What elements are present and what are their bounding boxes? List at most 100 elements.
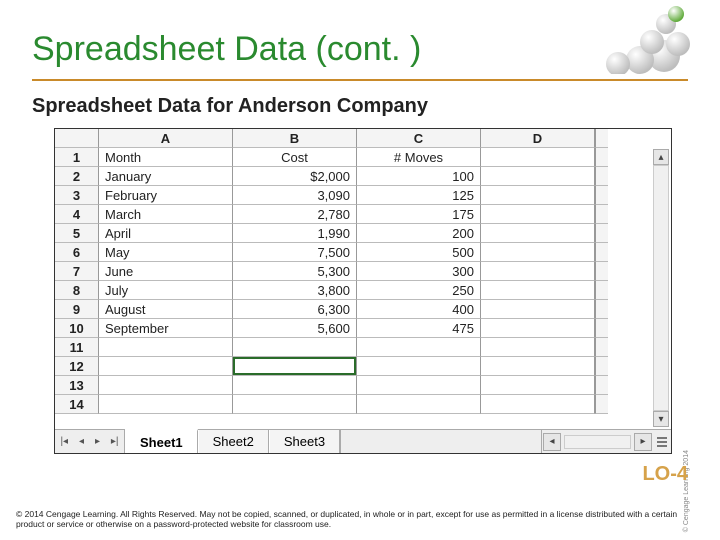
row-header[interactable]: 11	[55, 338, 99, 357]
row-header[interactable]: 12	[55, 357, 99, 376]
row-edge	[595, 395, 608, 414]
tab-last-icon: ▸|	[111, 436, 119, 447]
cell[interactable]: 175	[357, 205, 481, 224]
sheet-tab-sheet3[interactable]: Sheet3	[269, 430, 340, 453]
row-edge	[595, 281, 608, 300]
cell[interactable]	[357, 395, 481, 414]
row-header[interactable]: 4	[55, 205, 99, 224]
cell[interactable]: 1,990	[233, 224, 357, 243]
cell[interactable]: Month	[99, 148, 233, 167]
active-cell-selection[interactable]	[233, 357, 356, 375]
row-header[interactable]: 10	[55, 319, 99, 338]
row-header[interactable]: 2	[55, 167, 99, 186]
cell[interactable]	[481, 243, 595, 262]
scroll-up-button[interactable]: ▴	[653, 149, 669, 165]
corner-cell[interactable]	[55, 129, 99, 148]
cell[interactable]: 400	[357, 300, 481, 319]
cell[interactable]: 125	[357, 186, 481, 205]
cell[interactable]	[481, 224, 595, 243]
cell[interactable]: 500	[357, 243, 481, 262]
hscroll-left-button[interactable]: ◂	[543, 433, 561, 451]
row-header[interactable]: 6	[55, 243, 99, 262]
copyright-text: © 2014 Cengage Learning. All Rights Rese…	[16, 509, 704, 530]
cell[interactable]: 475	[357, 319, 481, 338]
cell[interactable]: 200	[357, 224, 481, 243]
spreadsheet-figure: ABCD 1MonthCost# Moves 2January$2,000100 3F…	[32, 128, 680, 458]
cell[interactable]	[233, 376, 357, 395]
cell[interactable]	[99, 357, 233, 376]
slide: Spreadsheet Data (cont. ) Spreadsheet Da…	[0, 0, 720, 540]
column-header-c[interactable]: C	[357, 129, 481, 148]
cell[interactable]	[481, 300, 595, 319]
cell[interactable]	[357, 376, 481, 395]
tab-nav-buttons[interactable]: |◂ ◂ ▸ ▸|	[55, 430, 125, 453]
column-header-d[interactable]: D	[481, 129, 595, 148]
column-header-b[interactable]: B	[233, 129, 357, 148]
cell[interactable]	[481, 262, 595, 281]
cell[interactable]	[481, 148, 595, 167]
sheet-tab-sheet1[interactable]: Sheet1	[125, 429, 198, 453]
cell[interactable]: 100	[357, 167, 481, 186]
row-edge	[595, 243, 608, 262]
sheet-tab-sheet2[interactable]: Sheet2	[198, 430, 269, 453]
cell[interactable]	[481, 167, 595, 186]
cell[interactable]: April	[99, 224, 233, 243]
cell[interactable]	[233, 338, 357, 357]
column-header-a[interactable]: A	[99, 129, 233, 148]
cell[interactable]: # Moves	[357, 148, 481, 167]
cell[interactable]: Cost	[233, 148, 357, 167]
cell[interactable]	[357, 357, 481, 376]
cell[interactable]: May	[99, 243, 233, 262]
row-edge	[595, 357, 608, 376]
cell[interactable]: 6,300	[233, 300, 357, 319]
row-header[interactable]: 7	[55, 262, 99, 281]
cell[interactable]: 7,500	[233, 243, 357, 262]
cell[interactable]	[233, 395, 357, 414]
cell[interactable]	[99, 338, 233, 357]
cell[interactable]: June	[99, 262, 233, 281]
row-edge	[595, 167, 608, 186]
cell[interactable]: 5,300	[233, 262, 357, 281]
cell[interactable]	[481, 281, 595, 300]
cell[interactable]: September	[99, 319, 233, 338]
cell[interactable]	[99, 395, 233, 414]
row-edge	[595, 300, 608, 319]
cell[interactable]	[481, 376, 595, 395]
cell[interactable]: 3,800	[233, 281, 357, 300]
cell[interactable]: 5,600	[233, 319, 357, 338]
cell[interactable]: February	[99, 186, 233, 205]
tab-prev-icon: ◂	[79, 436, 84, 447]
row-header[interactable]: 14	[55, 395, 99, 414]
row-header[interactable]: 13	[55, 376, 99, 395]
row-header[interactable]: 5	[55, 224, 99, 243]
vertical-scroll-track[interactable]	[653, 165, 669, 411]
cell[interactable]	[481, 338, 595, 357]
cell[interactable]: $2,000	[233, 167, 357, 186]
hscroll-track[interactable]	[564, 435, 631, 449]
cell[interactable]	[357, 338, 481, 357]
cell[interactable]: January	[99, 167, 233, 186]
cell[interactable]	[481, 205, 595, 224]
cell[interactable]: 300	[357, 262, 481, 281]
cell[interactable]	[481, 319, 595, 338]
cell[interactable]: August	[99, 300, 233, 319]
horizontal-scroll: ◂ ▸	[541, 430, 671, 453]
cell[interactable]: July	[99, 281, 233, 300]
cell[interactable]: March	[99, 205, 233, 224]
chevron-up-icon: ▴	[658, 152, 663, 163]
row-header[interactable]: 9	[55, 300, 99, 319]
row-header[interactable]: 3	[55, 186, 99, 205]
cell[interactable]	[481, 357, 595, 376]
cell[interactable]: 250	[357, 281, 481, 300]
hscroll-right-button[interactable]: ▸	[634, 433, 652, 451]
cell[interactable]: 3,090	[233, 186, 357, 205]
row-header[interactable]: 8	[55, 281, 99, 300]
row-header[interactable]: 1	[55, 148, 99, 167]
scroll-down-button[interactable]: ▾	[653, 411, 669, 427]
cell[interactable]	[481, 186, 595, 205]
cell[interactable]	[481, 395, 595, 414]
cell[interactable]	[99, 376, 233, 395]
row-edge	[595, 205, 608, 224]
row-edge	[595, 186, 608, 205]
cell[interactable]: 2,780	[233, 205, 357, 224]
